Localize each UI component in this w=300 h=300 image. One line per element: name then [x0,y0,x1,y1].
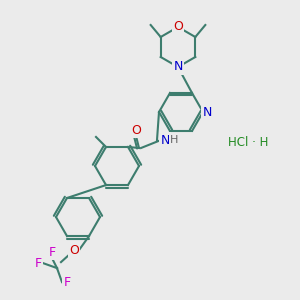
Text: O: O [131,124,141,136]
Text: N: N [160,134,170,146]
Text: F: F [34,256,42,270]
Text: N: N [202,106,212,118]
Text: H: H [170,135,178,145]
Text: HCl · H: HCl · H [228,136,268,148]
Text: F: F [63,276,70,289]
Text: O: O [173,20,183,34]
Text: N: N [173,61,183,74]
Text: F: F [48,246,56,259]
Text: O: O [69,244,79,256]
